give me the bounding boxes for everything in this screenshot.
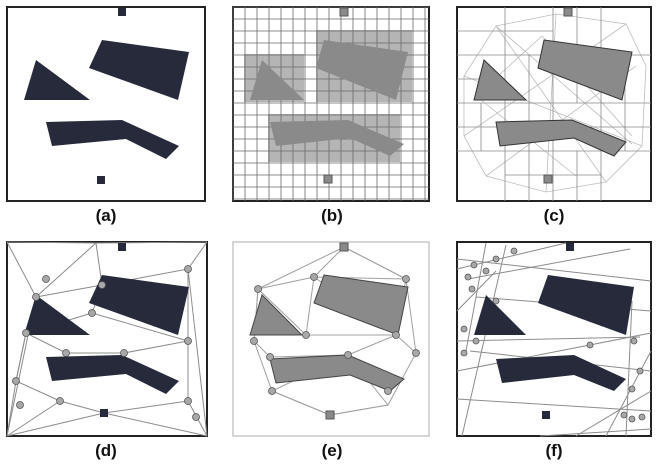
panel-b	[232, 6, 430, 202]
chevron-obstacle	[46, 355, 179, 394]
chevron-obstacle	[495, 119, 627, 157]
quad-obstacle	[89, 275, 189, 335]
quad-obstacle	[316, 40, 408, 100]
start-marker	[100, 409, 108, 417]
chevron-obstacle	[270, 120, 404, 156]
goal-marker	[118, 243, 126, 251]
caption-f: (f)	[545, 441, 563, 460]
triangle-obstacle	[24, 295, 90, 335]
caption-c: (c)	[543, 206, 565, 225]
caption-b: (b)	[321, 206, 343, 225]
caption-a: (a)	[95, 206, 117, 225]
caption-d: (d)	[95, 441, 117, 460]
panel-c	[456, 6, 652, 202]
panel-border	[232, 241, 430, 437]
panel-border	[6, 6, 206, 202]
start-marker	[325, 410, 335, 420]
goal-marker	[563, 7, 573, 17]
panel-a	[6, 6, 206, 202]
roadmap-edges	[6, 241, 208, 437]
panel-border	[456, 6, 652, 202]
panel-d	[6, 241, 208, 437]
start-marker	[542, 411, 550, 419]
quad-obstacle	[89, 40, 189, 100]
panel-border	[6, 241, 208, 437]
chevron-obstacle	[496, 355, 626, 391]
triangle-obstacle	[250, 60, 304, 100]
graph-nodes	[250, 273, 420, 395]
quad-obstacle	[538, 275, 634, 335]
goal-marker	[566, 243, 574, 251]
goal-marker	[339, 242, 349, 252]
triangle-obstacle	[473, 59, 528, 101]
goal-marker	[118, 8, 126, 16]
triangle-obstacle	[249, 294, 304, 336]
panel-f	[456, 241, 652, 437]
sample-nodes	[460, 247, 646, 423]
roadmap-nodes	[12, 265, 200, 421]
panel-e	[232, 241, 430, 437]
start-marker	[323, 174, 333, 184]
quad-obstacle	[537, 39, 633, 101]
chevron-obstacle	[46, 120, 179, 159]
start-marker	[543, 174, 553, 184]
triangle-obstacle	[474, 295, 526, 335]
start-marker	[97, 176, 105, 184]
caption-e: (e)	[321, 441, 343, 460]
triangle-obstacle	[24, 60, 90, 100]
goal-marker	[339, 7, 349, 17]
